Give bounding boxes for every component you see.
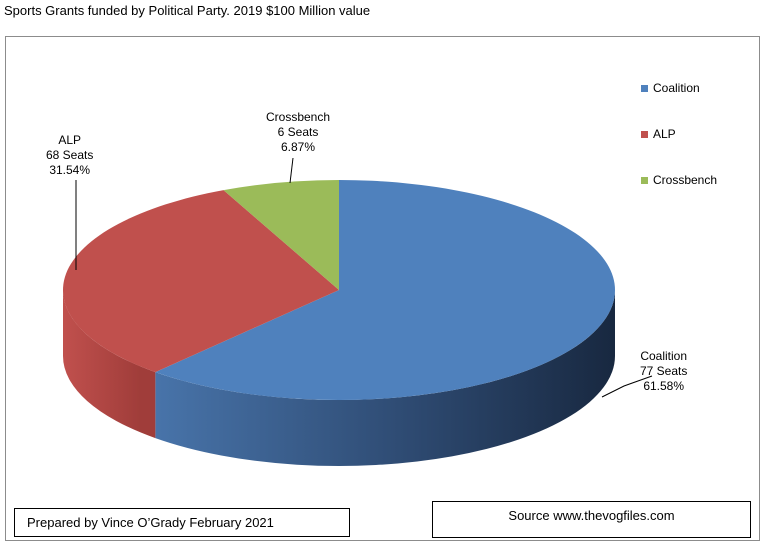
legend-swatch-crossbench	[641, 177, 648, 184]
legend-item-alp: ALP	[641, 125, 717, 143]
data-label-alp-seats: 68 Seats	[46, 148, 94, 162]
legend-item-crossbench: Crossbench	[641, 171, 717, 189]
data-label-crossbench-name: Crossbench	[266, 110, 331, 124]
data-label-coalition: Coalition 77 Seats 61.58%	[640, 349, 687, 394]
data-label-crossbench-percent: 6.87%	[281, 140, 316, 154]
data-label-coalition-percent: 61.58%	[643, 379, 685, 393]
data-label-crossbench: Crossbench 6 Seats 6.87%	[266, 110, 330, 155]
pie-slice-crossbench	[223, 180, 339, 290]
legend-label-alp: ALP	[653, 127, 676, 141]
legend-swatch-alp	[641, 131, 648, 138]
data-label-crossbench-seats: 6 Seats	[277, 125, 319, 139]
legend-item-coalition: Coalition	[641, 79, 717, 97]
chart-title: Sports Grants funded by Political Party.…	[4, 3, 371, 18]
data-label-coalition-name: Coalition	[640, 349, 688, 363]
data-label-alp: ALP 68 Seats 31.54%	[46, 133, 93, 178]
legend-label-coalition: Coalition	[653, 81, 700, 95]
leader-line-crossbench	[289, 157, 294, 184]
data-label-alp-percent: 31.54%	[49, 163, 91, 177]
pie-side-alp	[63, 290, 156, 439]
source-note: Source www.thevogfiles.com	[432, 501, 751, 538]
pie-slice-alp	[62, 190, 339, 373]
leader-line-coalition	[601, 375, 653, 398]
pie-side-coalition	[155, 290, 615, 467]
data-label-alp-name: ALP	[58, 133, 82, 147]
data-label-coalition-seats: 77 Seats	[640, 364, 688, 378]
pie-slice-coalition	[155, 180, 615, 401]
legend-label-crossbench: Crossbench	[653, 173, 718, 187]
legend: Coalition ALP Crossbench	[641, 79, 717, 217]
prepared-by-note: Prepared by Vince O’Grady February 2021	[14, 508, 350, 537]
legend-swatch-coalition	[641, 85, 648, 92]
